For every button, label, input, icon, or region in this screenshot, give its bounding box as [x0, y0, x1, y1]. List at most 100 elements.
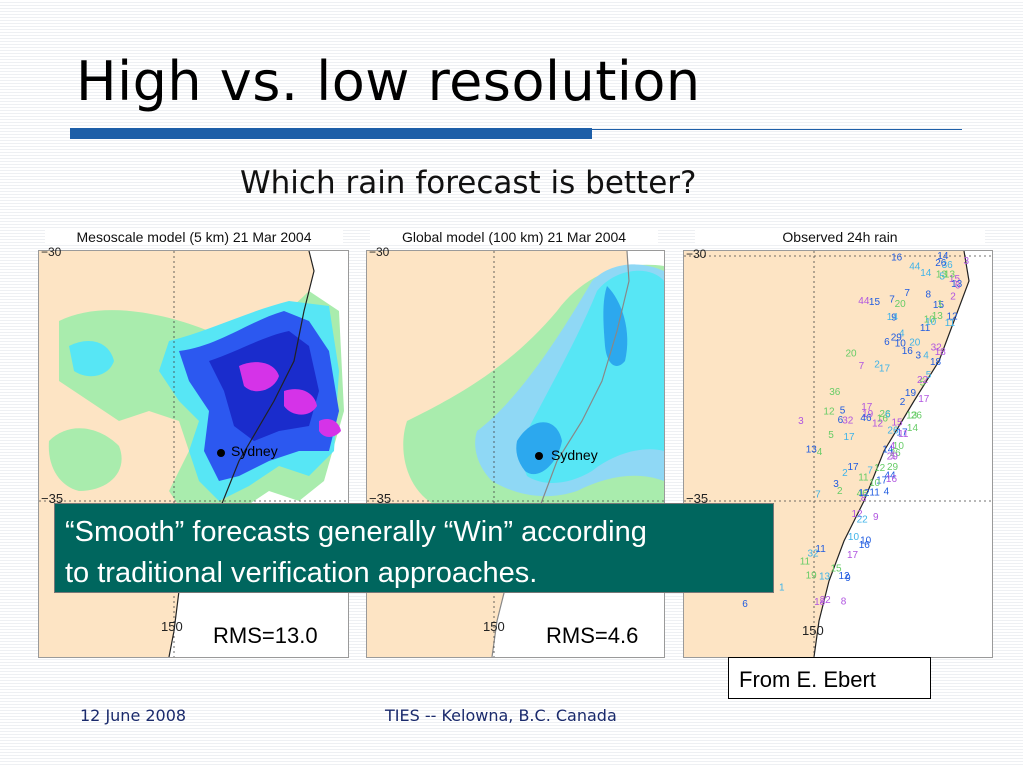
station-value: 4	[884, 487, 890, 498]
station-value: 16	[891, 252, 903, 263]
rain-magenta-3	[319, 419, 341, 437]
station-value: 1	[937, 299, 943, 310]
station-value: 12	[947, 312, 959, 323]
station-value: 8	[841, 596, 847, 607]
station-value: 5	[940, 271, 946, 282]
station-value: 8	[861, 493, 867, 504]
station-value: 26	[911, 411, 923, 422]
coastline	[813, 251, 970, 657]
station-value: 10	[895, 338, 907, 349]
station-value: 11	[920, 323, 931, 334]
lat-label: −35	[41, 491, 64, 506]
station-value: 32	[842, 415, 854, 426]
station-value: 22	[820, 595, 832, 606]
rms-value: RMS=13.0	[209, 623, 322, 649]
station-value: 19	[905, 388, 917, 399]
station-value: 6	[955, 280, 961, 291]
station-value: 17	[844, 432, 856, 443]
station-value: 14	[920, 268, 932, 279]
station-value: 17	[879, 364, 891, 375]
station-value: 15	[892, 418, 904, 429]
station-value: 3	[964, 256, 970, 267]
rain-blue-core-2	[516, 422, 562, 475]
panel-title-global: Global model (100 km) 21 Mar 2004	[370, 229, 658, 245]
station-value: 17	[896, 428, 908, 439]
station-value: 26	[887, 426, 899, 437]
title-rule-thick	[70, 128, 592, 139]
station-value: 14	[887, 312, 899, 323]
station-value: 22	[857, 515, 869, 526]
mesoscale-map	[39, 251, 348, 657]
station-value: 10	[924, 314, 936, 325]
station-value: 10	[893, 441, 905, 452]
station-value: 9	[845, 573, 851, 584]
footer-date: 12 June 2008	[80, 706, 187, 725]
station-value: 10	[848, 532, 860, 543]
panel-global: −30 −35 150 Sydney RMS=4.6	[366, 245, 665, 658]
station-value: 3	[833, 479, 839, 490]
slide-title: High vs. low resolution	[76, 50, 701, 113]
station-value: 11	[869, 488, 880, 499]
station-value: 6	[838, 415, 844, 426]
station-value: 1	[779, 582, 785, 593]
global-map	[367, 251, 664, 657]
station-value: 13	[906, 411, 918, 422]
station-value: 10	[869, 478, 881, 489]
station-value: 11	[815, 544, 826, 555]
panel-mesoscale: −30 −35 150 Sydney RMS=13.0	[38, 245, 349, 658]
station-value: 18	[930, 357, 942, 368]
station-value: 11	[898, 429, 909, 440]
rain-magenta-2	[284, 389, 317, 415]
station-value: 1	[890, 451, 896, 462]
station-value: 11	[858, 473, 869, 484]
station-value: 29	[891, 333, 903, 344]
station-value: 22	[917, 375, 929, 386]
callout-line-1: “Smooth” forecasts generally “Win” accor…	[65, 516, 647, 548]
panel-title-mesoscale: Mesoscale model (5 km) 21 Mar 2004	[45, 229, 343, 245]
observed-map: 1713121181071792656215142219162031418293…	[684, 251, 992, 657]
station-value: 13	[932, 311, 944, 322]
station-value: 9	[873, 512, 879, 523]
station-value: 4	[817, 447, 823, 458]
callout-line-2: to traditional verification approaches.	[65, 557, 538, 589]
station-value: 7	[889, 295, 895, 306]
callout-box: “Smooth” forecasts generally “Win” accor…	[54, 503, 774, 593]
station-value: 18	[814, 597, 826, 608]
station-value: 3	[916, 350, 922, 361]
station-value: 6	[742, 599, 748, 610]
station-value: 13	[936, 270, 948, 281]
station-value: 20	[895, 299, 907, 310]
lat-label-top: −30	[369, 245, 390, 259]
city-marker-icon	[535, 452, 543, 460]
station-value: 7	[904, 288, 910, 299]
station-value: 19	[806, 570, 818, 581]
station-value: 14	[882, 444, 894, 455]
station-value: 2	[842, 468, 848, 479]
station-value: 46	[860, 413, 872, 424]
station-value: 5	[828, 430, 834, 441]
station-value: 16	[886, 474, 898, 485]
lon-label: 150	[161, 619, 183, 634]
station-value: 13	[944, 269, 956, 280]
station-value: 17	[847, 550, 859, 561]
station-value: 36	[829, 387, 841, 398]
station-value: 10	[925, 317, 937, 328]
station-value: 12	[874, 463, 886, 474]
lat-label: −35	[686, 491, 709, 506]
station-value: 17	[861, 402, 873, 413]
station-value: 7	[859, 361, 865, 372]
lat-label-top: −30	[41, 245, 62, 259]
coastline	[491, 251, 630, 657]
station-value: 29	[887, 451, 899, 462]
footer-event: TIES -- Kelowna, B.C. Canada	[385, 706, 617, 725]
station-value: 12	[823, 407, 835, 418]
station-value: 7	[867, 465, 873, 476]
rain-light-green-2	[48, 428, 122, 491]
rain-blue-core	[603, 286, 628, 366]
city-label: Sydney	[551, 447, 598, 463]
station-value: 2	[900, 397, 906, 408]
station-value: 16	[877, 414, 889, 425]
lat-label-top: −30	[686, 247, 707, 261]
lat-label: −35	[369, 491, 392, 506]
station-value: 13	[951, 279, 963, 290]
